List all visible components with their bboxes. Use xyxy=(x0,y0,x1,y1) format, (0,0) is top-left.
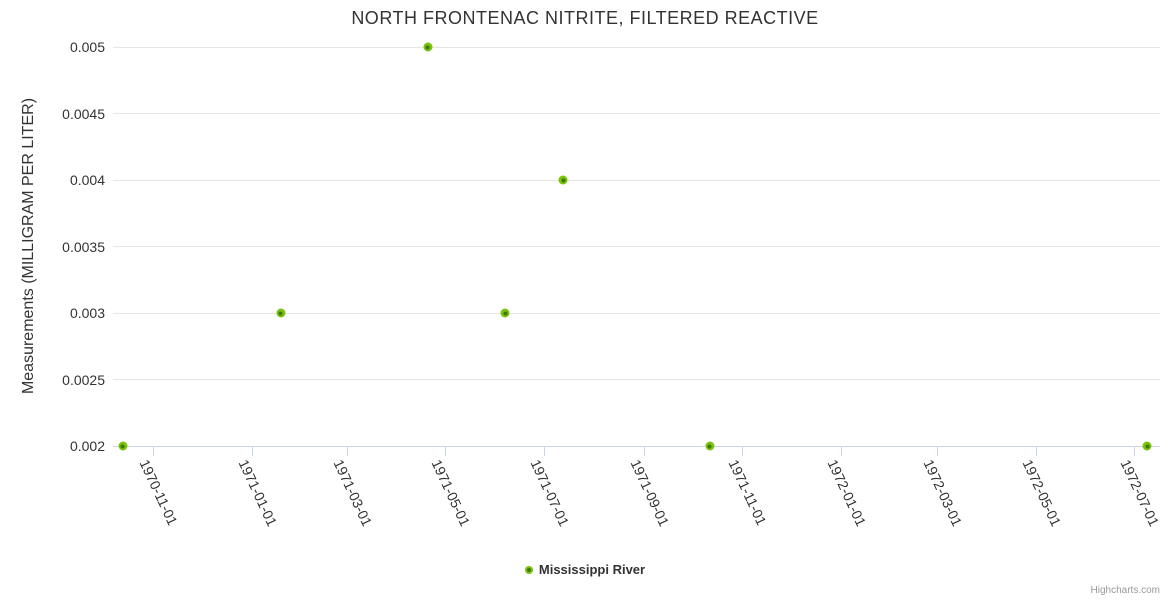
y-axis-tick-label: 0.0035 xyxy=(62,238,105,255)
y-axis-tick-label: 0.0025 xyxy=(62,371,105,388)
y-axis-tick-label: 0.002 xyxy=(69,438,105,454)
y-gridline xyxy=(113,179,1160,181)
chart-title: NORTH FRONTENAC NITRITE, FILTERED REACTI… xyxy=(351,8,819,28)
x-axis-tick-label: 1972‑01‑01 xyxy=(824,457,869,529)
x-axis-tick xyxy=(1035,446,1037,456)
x-axis-tick-label: 1972‑03‑01 xyxy=(920,457,966,529)
x-axis-tick-label: 1972‑07‑01 xyxy=(1117,457,1163,529)
legend-marker-icon xyxy=(524,565,533,574)
x-axis-tick-label: 1971‑03‑01 xyxy=(330,457,376,529)
x-axis-line xyxy=(113,445,1160,447)
x-axis-tick-label: 1972‑05‑01 xyxy=(1019,457,1065,529)
y-gridline xyxy=(113,113,1160,114)
y-axis-tick-label: 0.004 xyxy=(69,172,105,188)
y-gridline xyxy=(113,246,1160,247)
data-point-marker[interactable] xyxy=(705,441,715,451)
x-axis-tick xyxy=(346,446,348,456)
x-axis-tick-label: 1970‑11‑01 xyxy=(136,457,182,528)
x-axis-tick-label: 1971‑01‑01 xyxy=(235,457,281,529)
y-axis-tick-label: 0.005 xyxy=(69,39,105,55)
x-axis-tick-label: 1971‑09‑01 xyxy=(627,457,673,529)
data-point-marker[interactable] xyxy=(500,308,510,318)
data-point-marker[interactable] xyxy=(1142,441,1152,451)
y-gridline xyxy=(113,379,1160,380)
y-axis-title: Measurements (MILLIGRAM PER LITER) xyxy=(20,97,37,395)
x-axis-tick xyxy=(445,446,447,456)
y-gridline xyxy=(113,312,1160,314)
y-axis-tick-label: 0.0045 xyxy=(62,105,105,122)
x-axis-tick-label: 1971‑11‑01 xyxy=(725,457,770,528)
x-axis-tick xyxy=(153,446,155,456)
x-axis-tick xyxy=(1134,446,1136,456)
data-point-marker[interactable] xyxy=(423,42,433,52)
data-point-marker[interactable] xyxy=(118,441,128,451)
x-axis-tick xyxy=(643,446,645,456)
x-axis-tick xyxy=(543,446,545,456)
x-axis-tick-label: 1971‑05‑01 xyxy=(428,457,474,529)
x-axis-tick xyxy=(251,446,253,456)
data-point-marker[interactable] xyxy=(276,308,286,318)
x-axis-tick xyxy=(840,446,842,456)
y-axis-tick-label: 0.003 xyxy=(69,305,105,321)
legend-item-mississippi-river[interactable]: Mississippi River xyxy=(0,562,1170,577)
y-gridline xyxy=(113,46,1160,48)
x-axis-tick-label: 1971‑07‑01 xyxy=(527,457,573,529)
x-axis-tick xyxy=(742,446,744,456)
x-axis-tick xyxy=(937,446,939,456)
highcharts-credits-link[interactable]: Highcharts.com xyxy=(1090,585,1160,596)
data-point-marker[interactable] xyxy=(558,175,568,185)
legend-label: Mississippi River xyxy=(538,562,646,577)
